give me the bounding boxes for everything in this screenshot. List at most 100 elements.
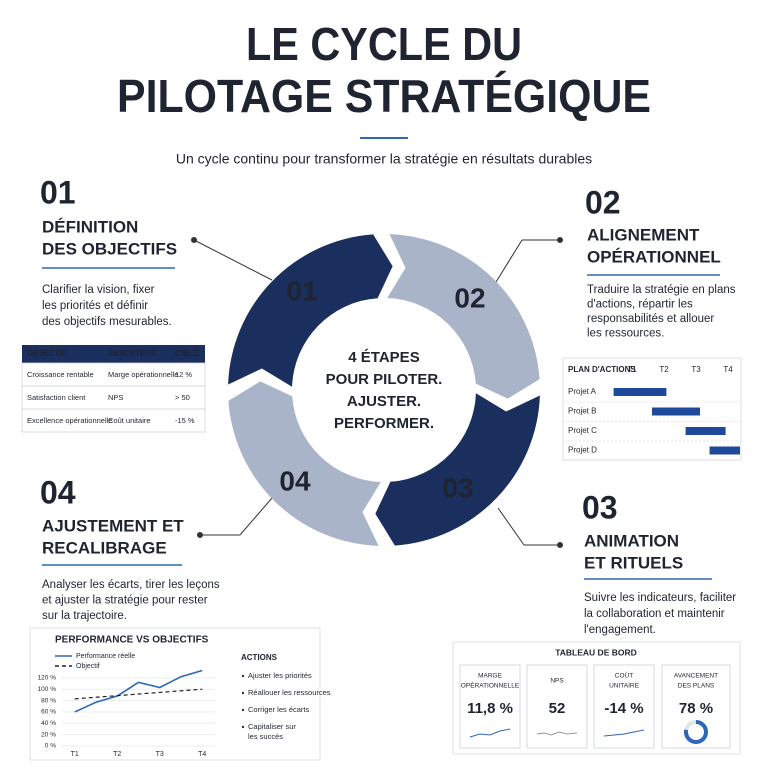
legend-label: Performance réelle	[76, 653, 135, 660]
step-description: les priorités et définir	[42, 300, 148, 312]
y-tick-label: 80 %	[41, 697, 56, 704]
table-cell: Coût unitaire	[108, 416, 151, 425]
donut-progress	[684, 720, 708, 744]
action-item: Corriger les écarts	[248, 705, 310, 714]
bullet	[241, 725, 245, 729]
step-title: ALIGNEMENT	[587, 225, 700, 244]
table-cell: Marge opérationnelle	[108, 370, 178, 379]
connectors	[191, 237, 563, 548]
step-description: Suivre les indicateurs, faciliter	[584, 592, 736, 604]
sparkline	[536, 731, 578, 736]
action-item: Capitaliser sur	[248, 722, 296, 731]
step-description: sur la trajectoire.	[42, 610, 127, 622]
gantt-bar	[709, 446, 740, 455]
segment-number: 04	[279, 465, 311, 496]
kpi-label: COÛT	[615, 671, 633, 680]
cycle-segment	[387, 234, 540, 399]
kpi-label: MARGE	[478, 673, 503, 680]
y-tick-label: 100 %	[38, 686, 57, 693]
step-description: la collaboration et maintenir	[584, 608, 725, 620]
kpi-value: 11,8 %	[467, 700, 513, 717]
action-plan-title: PLAN D'ACTIONS	[568, 365, 636, 374]
step-title: ANIMATION	[584, 531, 679, 550]
table-cell: 12 %	[175, 370, 192, 379]
bullet	[241, 708, 245, 712]
table-cell: Croissance rentable	[27, 370, 94, 379]
x-tick-label: T1	[71, 751, 79, 758]
step-title: RECALIBRAGE	[42, 538, 167, 557]
kpi-card	[661, 664, 731, 749]
step-title: ET RITUELS	[584, 553, 683, 572]
gantt-bar	[613, 388, 667, 396]
subtitle: Un cycle continu pour transformer la str…	[176, 151, 592, 167]
segment-number: 02	[454, 282, 485, 313]
project-name: Projet A	[568, 387, 597, 396]
segment-number: 03	[442, 472, 473, 503]
step-description: des objectifs mesurables.	[42, 316, 172, 328]
table-header: CIBLE	[175, 349, 200, 358]
kpi-label: AVANCEMENT	[674, 673, 718, 680]
table-cell: NPS	[108, 393, 123, 402]
step-number: 01	[40, 174, 76, 210]
step-description: les ressources.	[587, 328, 664, 340]
y-tick-label: 40 %	[41, 720, 56, 727]
y-tick-label: 120 %	[38, 675, 57, 682]
series-line	[74, 669, 203, 713]
period-label: T1	[627, 365, 637, 374]
chart-title: PERFORMANCE VS OBJECTIFS	[55, 635, 209, 646]
step-description: Analyser les écarts, tirer les leçons	[42, 579, 220, 591]
y-tick-label: 60 %	[41, 709, 56, 716]
table-cell: -15 %	[175, 416, 195, 425]
kpi-card	[526, 664, 588, 749]
table-row	[21, 408, 206, 433]
step-description: d'actions, répartir les	[587, 299, 693, 311]
gantt-bar	[652, 407, 700, 416]
table-cell: Satisfaction client	[27, 393, 86, 402]
bullet	[241, 691, 245, 695]
dashboard-title: TABLEAU DE BORD	[555, 647, 637, 657]
segment-number: 01	[286, 275, 317, 306]
x-tick-label: T4	[198, 751, 206, 758]
step-number: 02	[585, 184, 621, 220]
y-tick-label: 0 %	[45, 743, 56, 750]
gantt-bar	[685, 427, 726, 435]
table-header: OBJECTIF	[27, 349, 67, 358]
period-label: T3	[691, 365, 701, 374]
kpi-card	[459, 664, 521, 749]
bullet	[241, 674, 245, 678]
table-header: INDICATEUR	[108, 349, 157, 358]
project-name: Projet D	[568, 446, 597, 455]
step-title: DÉFINITION	[42, 217, 138, 236]
step-description: Clarifier la vision, fixer	[42, 284, 155, 296]
kpi-label: UNITAIRE	[609, 683, 640, 690]
action-item: les succès	[248, 732, 283, 741]
sparkline	[469, 728, 511, 738]
period-label: T4	[723, 365, 733, 374]
step-title: OPÉRATIONNEL	[587, 247, 721, 266]
step-description: responsabilités et allouer	[587, 313, 714, 325]
table-header-bg	[22, 345, 205, 363]
action-item: Ajuster les priorités	[248, 671, 312, 680]
cycle-segment	[375, 393, 540, 546]
step-description: Traduire la stratégie en plans	[587, 284, 736, 296]
kpi-value: 52	[549, 700, 566, 717]
table-cell: > 50	[175, 393, 190, 402]
kpi-label: OPÉRATIONNELLE	[461, 681, 520, 690]
action-item: Réallouer les ressources	[248, 688, 331, 697]
kpi-label: DES PLANS	[678, 683, 715, 690]
period-label: T2	[659, 365, 669, 374]
step-number: 04	[40, 474, 76, 510]
step-description: l'engagement.	[584, 624, 656, 636]
x-tick-label: T2	[113, 751, 121, 758]
project-name: Projet C	[568, 426, 597, 435]
y-tick-label: 20 %	[41, 731, 56, 738]
kpi-value: 78 %	[679, 700, 713, 717]
kpi-label: NPS	[550, 678, 564, 685]
series-line	[74, 688, 203, 700]
step-number: 03	[582, 489, 618, 525]
cycle-center-text: AJUSTER.	[347, 393, 421, 410]
cycle-center-text: PERFORMER.	[334, 415, 434, 432]
legend-label: Objectif	[76, 663, 100, 670]
step-title: AJUSTEMENT ET	[42, 516, 184, 535]
cycle-center-text: POUR PILOTER.	[326, 371, 443, 388]
